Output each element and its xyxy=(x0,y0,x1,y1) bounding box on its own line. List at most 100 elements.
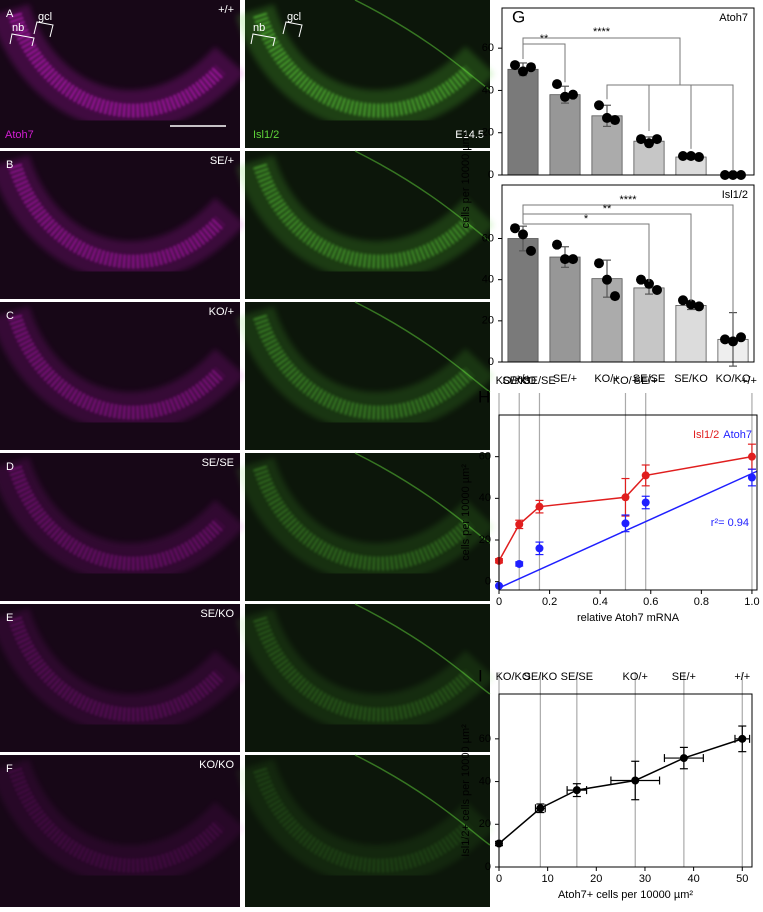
lens-edge xyxy=(354,0,491,91)
panel-letter: E xyxy=(6,612,13,624)
y-tick-label: 60 xyxy=(479,451,491,463)
bracket xyxy=(522,223,650,282)
data-point xyxy=(602,274,612,285)
data-point xyxy=(641,471,650,480)
x-tick-label: +/+ xyxy=(515,373,531,385)
bar xyxy=(633,287,665,363)
x-tick-label: 0 xyxy=(496,596,502,608)
data-point xyxy=(610,291,620,302)
lens-edge xyxy=(354,603,491,695)
bracket xyxy=(9,33,35,47)
x-axis-label: relative Atoh7 mRNA xyxy=(577,612,680,624)
layer-label: gcl xyxy=(38,11,52,23)
genotype-label: SE/SE xyxy=(523,375,555,387)
annotation: r²= 0.94 xyxy=(711,517,749,529)
data-point xyxy=(572,786,581,795)
panel-letter: H xyxy=(478,387,490,406)
cells xyxy=(8,12,226,118)
cells xyxy=(8,465,226,571)
layer-label: nb xyxy=(253,22,265,34)
genotype-label: KO/+ xyxy=(209,306,234,318)
panel-letter: B xyxy=(6,159,13,171)
y-tick-label: 60 xyxy=(479,733,491,745)
data-point xyxy=(641,498,650,507)
data-point xyxy=(679,754,688,763)
y-tick-label: 60 xyxy=(482,232,494,244)
micrographs: A +/+ B SE/+ C KO/+ D SE/SE E SE/KO F KO/KO nb gcl nb g… xyxy=(0,0,495,907)
bar xyxy=(549,94,581,176)
data-point xyxy=(686,150,696,161)
data-point xyxy=(568,89,578,100)
genotype-label: KO/KO xyxy=(199,759,234,771)
series-line xyxy=(498,455,753,562)
genotype-label: SE/+ xyxy=(634,375,658,387)
genotype-label: KO/KO xyxy=(496,375,531,387)
bracket xyxy=(282,21,303,38)
y-tick-label: 0 xyxy=(488,169,494,181)
panel-letter: G xyxy=(512,7,525,26)
y-tick-label: 0 xyxy=(485,861,491,873)
layer-label: nb xyxy=(12,22,24,34)
cells xyxy=(253,616,475,722)
plot-frame xyxy=(498,693,753,868)
genotype-label: KO/+ xyxy=(613,375,638,387)
legend-entry: Atoh7 xyxy=(723,429,752,441)
bracket xyxy=(522,37,681,85)
data-point xyxy=(631,776,640,785)
bracket xyxy=(250,33,276,47)
x-tick-label: 0.2 xyxy=(542,596,557,608)
genotype-label: SE/KO xyxy=(200,608,234,620)
lens-edge xyxy=(354,754,491,846)
data-point xyxy=(652,284,662,295)
genotype-label: +/+ xyxy=(218,4,234,16)
data-point xyxy=(747,473,756,482)
cells xyxy=(8,163,226,269)
y-tick-label: 0 xyxy=(485,576,491,588)
panel-letter: F xyxy=(6,763,13,775)
genotype-label: SE/KO xyxy=(502,375,536,387)
plot-frame xyxy=(501,184,755,363)
x-tick-label: 10 xyxy=(542,873,554,885)
data-point xyxy=(694,301,704,312)
y-tick-label: 20 xyxy=(479,534,491,546)
genotype-label: SE/SE xyxy=(202,457,234,469)
bar xyxy=(549,256,581,363)
y-tick-label: 20 xyxy=(482,127,494,139)
data-point xyxy=(678,295,688,306)
lens-edge xyxy=(354,452,491,544)
marker-label: Atoh7 xyxy=(5,129,34,141)
y-tick-label: 40 xyxy=(479,775,491,787)
data-point xyxy=(560,254,570,265)
bar xyxy=(507,238,539,363)
genotype-label: KO/+ xyxy=(623,671,648,683)
lens-edge xyxy=(354,150,491,242)
cells xyxy=(253,465,475,571)
data-point xyxy=(636,274,646,285)
data-point xyxy=(621,519,630,528)
chart-title: Isl1/2 xyxy=(722,189,748,201)
data-point xyxy=(518,229,528,240)
data-point xyxy=(552,239,562,250)
x-axis-label: Atoh7+ cells per 10000 µm² xyxy=(558,889,693,901)
data-point xyxy=(678,150,688,161)
cells xyxy=(253,767,475,873)
data-point xyxy=(694,152,704,163)
data-point xyxy=(510,60,520,71)
significance: * xyxy=(584,213,589,225)
significance: **** xyxy=(593,26,611,38)
cells xyxy=(8,616,226,722)
x-tick-label: 1.0 xyxy=(744,596,759,608)
data-point xyxy=(560,91,570,102)
data-point xyxy=(644,138,654,149)
data-point xyxy=(652,134,662,145)
chart-title: Atoh7 xyxy=(719,12,748,24)
data-point xyxy=(535,544,544,553)
y-tick-label: 40 xyxy=(479,492,491,504)
lens-edge xyxy=(354,301,491,393)
x-tick-label: SE/SE xyxy=(633,373,665,385)
bracket xyxy=(522,43,566,83)
series-line xyxy=(498,738,743,845)
